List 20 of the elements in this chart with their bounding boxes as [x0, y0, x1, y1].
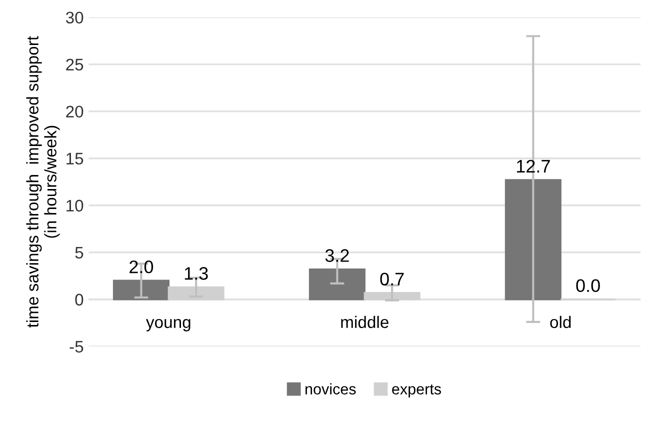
y-axis-title: time savings through improved support (in hours/week)	[26, 36, 60, 328]
legend-label: experts	[392, 384, 442, 398]
y-tick-label: 30	[66, 12, 84, 24]
y-tick-label: 0	[75, 294, 84, 306]
x-tick-label: young	[146, 318, 190, 332]
y-tick-label: 10	[66, 200, 84, 212]
data-label: 3.2	[325, 249, 349, 262]
data-label: 2.0	[130, 260, 154, 274]
legend-label: novices	[306, 383, 356, 394]
x-tick-label: middle	[341, 316, 388, 328]
data-label: 0.0	[576, 279, 600, 292]
y-tick-label: 25	[66, 58, 84, 71]
y-tick-label: 5	[75, 246, 84, 259]
data-label: 0.7	[380, 272, 404, 286]
y-tick-label: 20	[66, 106, 84, 118]
data-label: 12.7	[516, 160, 550, 172]
y-tick-label: -5	[70, 340, 84, 353]
y-tick-label: 15	[66, 152, 84, 165]
data-label: 1.3	[184, 267, 208, 280]
x-tick-label: old	[550, 316, 571, 328]
